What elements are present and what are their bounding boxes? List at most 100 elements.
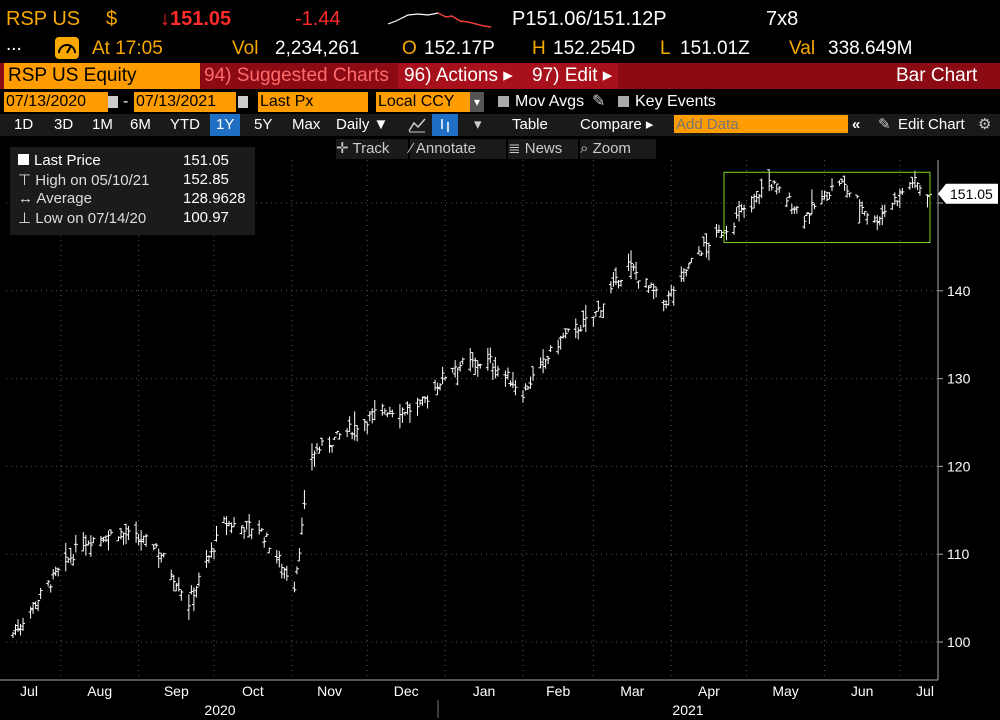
legend-high-value: 152.85 <box>183 171 229 188</box>
gear-icon[interactable]: ⚙ <box>978 116 992 133</box>
x-tick-label: Sep <box>164 683 189 699</box>
low-value: 151.01Z <box>680 38 750 59</box>
start-date-field[interactable]: 07/13/2020 <box>4 92 108 112</box>
period-ytd[interactable]: YTD <box>170 116 200 133</box>
gauge-icon[interactable] <box>55 37 79 59</box>
date-separator: - <box>123 93 129 110</box>
period-max[interactable]: Max <box>292 116 321 133</box>
ticker[interactable]: RSP US <box>6 8 81 30</box>
edit-chart-button[interactable]: Edit Chart <box>898 116 965 133</box>
collapse-icon[interactable]: « <box>852 116 861 133</box>
y-tick-label: 120 <box>947 458 971 474</box>
legend-high: ⊤ High on 05/10/21 <box>18 171 150 189</box>
quote-bar: RSP US $ ↓151.05 -1.44 P151.06/151.12P 7… <box>0 0 1000 36</box>
calendar-icon[interactable] <box>238 96 248 108</box>
period-1y[interactable]: 1Y <box>210 114 241 136</box>
legend-low-value: 100.97 <box>183 209 229 226</box>
legend-last-value: 151.05 <box>183 152 229 169</box>
val-label: Val <box>789 38 816 59</box>
x-tick-label: Oct <box>242 683 264 699</box>
legend-last: Last Price <box>18 152 101 169</box>
edit-menu[interactable]: 97) Edit ▸ <box>526 63 618 89</box>
pencil-icon[interactable]: ✎ <box>592 93 606 110</box>
mov-avgs-toggle[interactable]: Mov Avgs <box>498 92 584 112</box>
period-toolbar: 1D 3D 1M 6M YTD 1Y 5Y Max Daily ▼ ▾ Tabl… <box>0 114 1000 136</box>
inputs-bar: 07/13/2020 - 07/13/2021 Last Px Local CC… <box>0 92 1000 114</box>
last-price-tag-label: 151.05 <box>950 186 993 202</box>
price-change: -1.44 <box>295 8 341 30</box>
x-tick-label: Mar <box>620 683 644 699</box>
add-data-input[interactable] <box>674 115 848 133</box>
x-tick-label: Jul <box>916 683 934 699</box>
key-events-toggle[interactable]: Key Events <box>618 92 716 112</box>
sparkline <box>388 12 492 28</box>
x-tick-label: Jul <box>20 683 38 699</box>
zoom-tool[interactable]: ⌕ Zoom <box>580 139 656 159</box>
calendar-icon[interactable] <box>108 96 118 108</box>
table-button[interactable]: Table <box>512 116 548 133</box>
track-label: Track <box>352 140 390 157</box>
search-icon: ⌕ <box>580 140 593 157</box>
period-5y[interactable]: 5Y <box>254 116 273 133</box>
year-label: 2020 <box>204 702 235 718</box>
pencil-icon[interactable]: ✎ <box>878 116 891 133</box>
legend-last-label: Last Price <box>34 152 101 169</box>
bar-chart-icon[interactable] <box>432 114 458 136</box>
annotate-label: Annotate <box>415 140 476 157</box>
period-6m[interactable]: 6M <box>130 116 151 133</box>
vol-value: 2,234,261 <box>275 38 360 59</box>
end-date-field[interactable]: 07/13/2021 <box>134 92 236 112</box>
low-marker-icon: ⊥ <box>18 210 36 227</box>
zoom-label: Zoom <box>592 140 631 157</box>
chart-tools: ✛ Track ⁄ Annotate ≣ News ⌕ Zoom <box>0 138 1000 160</box>
chevron-down-icon[interactable]: ▾ <box>474 116 482 133</box>
chevron-down-icon[interactable]: ▾ <box>470 92 484 112</box>
annotate-tool[interactable]: ⁄ Annotate <box>410 139 506 159</box>
checkbox-icon[interactable] <box>498 96 509 108</box>
legend-high-label: High on 05/10/21 <box>35 172 150 189</box>
x-tick-label: Jun <box>851 683 874 699</box>
y-tick-label: 130 <box>947 371 971 387</box>
average-marker-icon: ↔ <box>18 190 37 207</box>
actions-menu[interactable]: 96) Actions ▸ <box>398 63 528 89</box>
period-1m[interactable]: 1M <box>92 116 113 133</box>
field-select[interactable]: Last Px <box>258 92 368 112</box>
x-tick-label: Aug <box>87 683 112 699</box>
open-label: O <box>402 38 417 59</box>
chart-type-label: Bar Chart <box>896 65 978 86</box>
currency: $ <box>106 8 118 30</box>
legend-avg: ↔ Average <box>18 190 92 207</box>
x-tick-label: May <box>772 683 798 699</box>
compare-menu[interactable]: Compare ▸ <box>580 116 654 133</box>
legend-swatch <box>18 154 29 165</box>
low-label: L <box>660 38 671 59</box>
mov-avgs-label: Mov Avgs <box>515 93 585 110</box>
last-price: ↓151.05 <box>160 8 232 30</box>
legend-avg-label: Average <box>36 190 92 207</box>
news-tool[interactable]: ≣ News <box>508 139 578 159</box>
legend-low-label: Low on 07/14/20 <box>35 210 147 227</box>
x-tick-label: Feb <box>546 683 570 699</box>
currency-select[interactable]: Local CCY <box>376 92 470 112</box>
period-1d[interactable]: 1D <box>14 116 34 133</box>
frequency-select[interactable]: Daily ▼ <box>336 116 389 133</box>
line-chart-icon[interactable] <box>408 114 426 136</box>
high-value: 152.254D <box>553 38 636 59</box>
track-tool[interactable]: ✛ Track <box>336 139 408 159</box>
last-time: At 17:05 <box>92 38 163 59</box>
key-events-label: Key Events <box>635 93 716 110</box>
y-tick-label: 100 <box>947 634 971 650</box>
period-3d[interactable]: 3D <box>54 116 74 133</box>
y-tick-label: 110 <box>947 546 970 562</box>
highlight-box <box>723 171 931 244</box>
axes: 100 110 120 130 140 Jul Aug Sep Oct Nov Dec Jan Feb M… <box>0 160 971 718</box>
security-field[interactable]: RSP US Equity <box>4 63 200 89</box>
price-chart[interactable]: 100 110 120 130 140 Jul Aug Sep Oct Nov Dec Jan Feb M… <box>0 160 1000 720</box>
price-bars <box>11 169 932 639</box>
checkbox-icon[interactable] <box>618 96 629 108</box>
y-tick-label: 140 <box>947 283 971 299</box>
suggested-charts-menu[interactable]: 94) Suggested Charts <box>204 65 389 86</box>
crosshair-icon: ✛ <box>336 140 353 157</box>
x-tick-label: Jan <box>473 683 496 699</box>
val-value: 338.649M <box>828 38 913 59</box>
